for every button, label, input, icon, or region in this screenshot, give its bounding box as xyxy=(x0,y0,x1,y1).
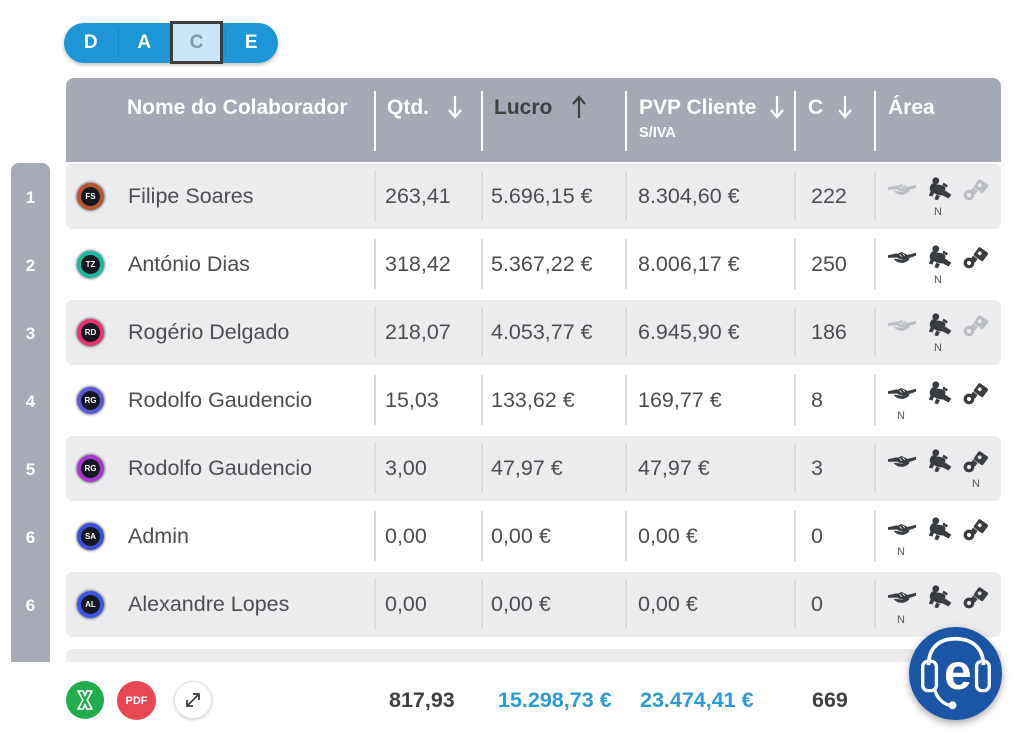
svg-text:e: e xyxy=(944,644,972,700)
